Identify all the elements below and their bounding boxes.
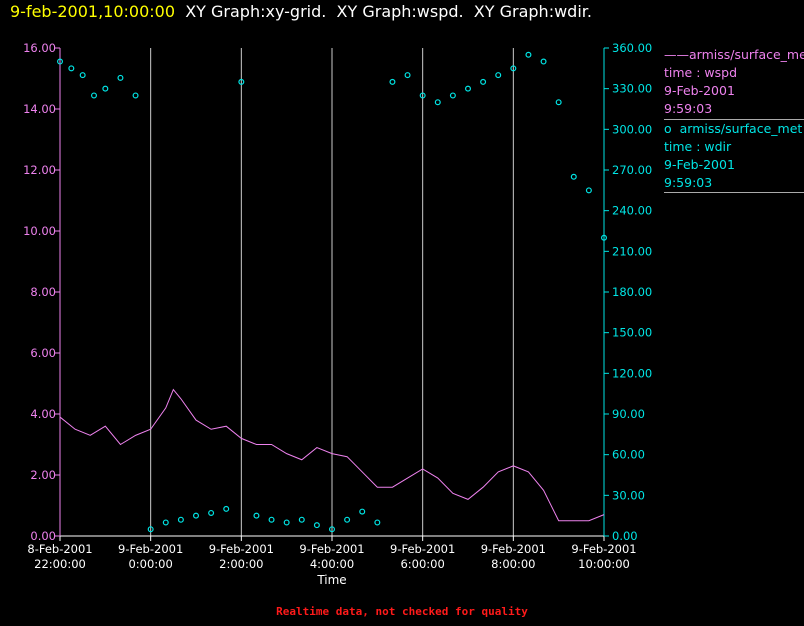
- y-right-tick-label: 90.00: [612, 407, 645, 421]
- x-tick-label-time: 4:00:00: [310, 557, 354, 571]
- y-left-tick-label: 6.00: [30, 346, 56, 360]
- data-point-wdir: [102, 85, 109, 92]
- data-point-wdir: [419, 92, 426, 99]
- y-right-tick-label: 300.00: [612, 122, 652, 136]
- data-point-wdir: [162, 519, 169, 526]
- y-right-tick-label: 210.00: [612, 244, 652, 258]
- y-right-tick-label: 180.00: [612, 285, 652, 299]
- data-point-wdir: [585, 187, 592, 194]
- data-point-wdir: [193, 512, 200, 519]
- legend-wspd-symbol: ——: [664, 47, 689, 62]
- data-point-wdir: [117, 74, 124, 81]
- y-left-tick-label: 0.00: [30, 529, 56, 543]
- data-point-wdir: [132, 92, 139, 99]
- y-left-tick-label: 12.00: [23, 163, 56, 177]
- data-point-wdir: [177, 516, 184, 523]
- y-right-tick-label: 0.00: [612, 529, 638, 543]
- y-left-tick-label: 16.00: [23, 41, 56, 55]
- data-point-wdir: [268, 516, 275, 523]
- data-point-wdir: [449, 92, 456, 99]
- chart-title: 9-feb-2001,10:00:00 XY Graph:xy-grid. XY…: [10, 2, 592, 21]
- legend-wdir-time: 9:59:03: [664, 175, 713, 190]
- footer-note: Realtime data, not checked for quality: [276, 605, 528, 618]
- data-point-wdir: [465, 85, 472, 92]
- data-point-wdir: [555, 99, 562, 106]
- x-tick-label-date: 9-Feb-2001: [571, 542, 636, 556]
- data-point-wdir: [374, 519, 381, 526]
- y-left-tick-label: 2.00: [30, 468, 56, 482]
- data-point-wdir: [283, 519, 290, 526]
- data-point-wdir: [600, 234, 607, 241]
- data-point-wdir: [480, 78, 487, 85]
- x-tick-label-date: 9-Feb-2001: [299, 542, 364, 556]
- data-point-wdir: [540, 58, 547, 65]
- x-tick-label-time: 8:00:00: [491, 557, 535, 571]
- data-point-wdir: [525, 51, 532, 58]
- data-point-wdir: [223, 505, 230, 512]
- legend-wspd-var: time : wspd: [664, 65, 738, 80]
- title-graph-2: XY Graph:wspd.: [336, 2, 464, 21]
- data-point-wdir: [79, 72, 86, 79]
- legend-divider: [664, 192, 804, 193]
- data-point-wdir: [495, 72, 502, 79]
- data-point-wdir: [90, 92, 97, 99]
- data-point-wdir: [329, 526, 336, 533]
- x-tick-label-date: 9-Feb-2001: [118, 542, 183, 556]
- data-point-wdir: [68, 65, 75, 72]
- data-point-wdir: [404, 72, 411, 79]
- legend-wspd-time: 9:59:03: [664, 101, 713, 116]
- legend-wspd-series: armiss/surface_met: [689, 47, 804, 62]
- x-tick-label-time: 6:00:00: [400, 557, 444, 571]
- x-tick-label-time: 22:00:00: [34, 557, 86, 571]
- data-point-wdir: [208, 509, 215, 516]
- data-point-wdir: [570, 173, 577, 180]
- data-point-wdir: [389, 78, 396, 85]
- y-right-tick-label: 330.00: [612, 82, 652, 96]
- x-axis-label: Time: [316, 573, 346, 587]
- x-tick-label-time: 10:00:00: [578, 557, 630, 571]
- legend-divider: [664, 119, 804, 120]
- data-point-wdir: [253, 512, 260, 519]
- x-tick-label-date: 8-Feb-2001: [27, 542, 92, 556]
- data-point-wdir: [510, 65, 517, 72]
- title-graph-3: XY Graph:wdir.: [473, 2, 592, 21]
- legend-entry-wdir: o armiss/surface_met time : wdir 9-Feb-2…: [664, 120, 804, 192]
- legend-entry-wspd: ——armiss/surface_met time : wspd 9-Feb-2…: [664, 46, 804, 118]
- y-right-tick-label: 60.00: [612, 448, 645, 462]
- y-right-tick-label: 120.00: [612, 366, 652, 380]
- data-point-wdir: [147, 526, 154, 533]
- title-timestamp: 9-feb-2001,10:00:00: [10, 2, 176, 21]
- y-right-tick-label: 360.00: [612, 41, 652, 55]
- data-point-wdir: [434, 99, 441, 106]
- legend-wdir-series: armiss/surface_met: [679, 121, 803, 136]
- data-point-wdir: [359, 508, 366, 515]
- y-right-tick-label: 240.00: [612, 204, 652, 218]
- x-tick-label-date: 9-Feb-2001: [481, 542, 546, 556]
- data-point-wdir: [298, 516, 305, 523]
- data-point-wdir: [313, 522, 320, 529]
- legend-wdir-symbol: o: [664, 121, 672, 136]
- legend-wdir-date: 9-Feb-2001: [664, 157, 735, 172]
- x-tick-label-time: 0:00:00: [128, 557, 172, 571]
- legend-wspd-date: 9-Feb-2001: [664, 83, 735, 98]
- y-left-tick-label: 4.00: [30, 407, 56, 421]
- data-point-wdir: [238, 78, 245, 85]
- x-tick-label-date: 9-Feb-2001: [390, 542, 455, 556]
- x-tick-label-date: 9-Feb-2001: [209, 542, 274, 556]
- y-left-tick-label: 10.00: [23, 224, 56, 238]
- title-graph-1: XY Graph:xy-grid.: [185, 2, 327, 21]
- series-line-wspd: [59, 388, 605, 522]
- y-right-tick-label: 270.00: [612, 163, 652, 177]
- data-point-wdir: [344, 516, 351, 523]
- data-point-wdir: [56, 58, 63, 65]
- y-right-tick-label: 150.00: [612, 326, 652, 340]
- x-tick-label-time: 2:00:00: [219, 557, 263, 571]
- y-left-tick-label: 14.00: [23, 102, 56, 116]
- y-right-tick-label: 30.00: [612, 488, 645, 502]
- y-left-tick-label: 8.00: [30, 285, 56, 299]
- legend-wdir-var: time : wdir: [664, 139, 732, 154]
